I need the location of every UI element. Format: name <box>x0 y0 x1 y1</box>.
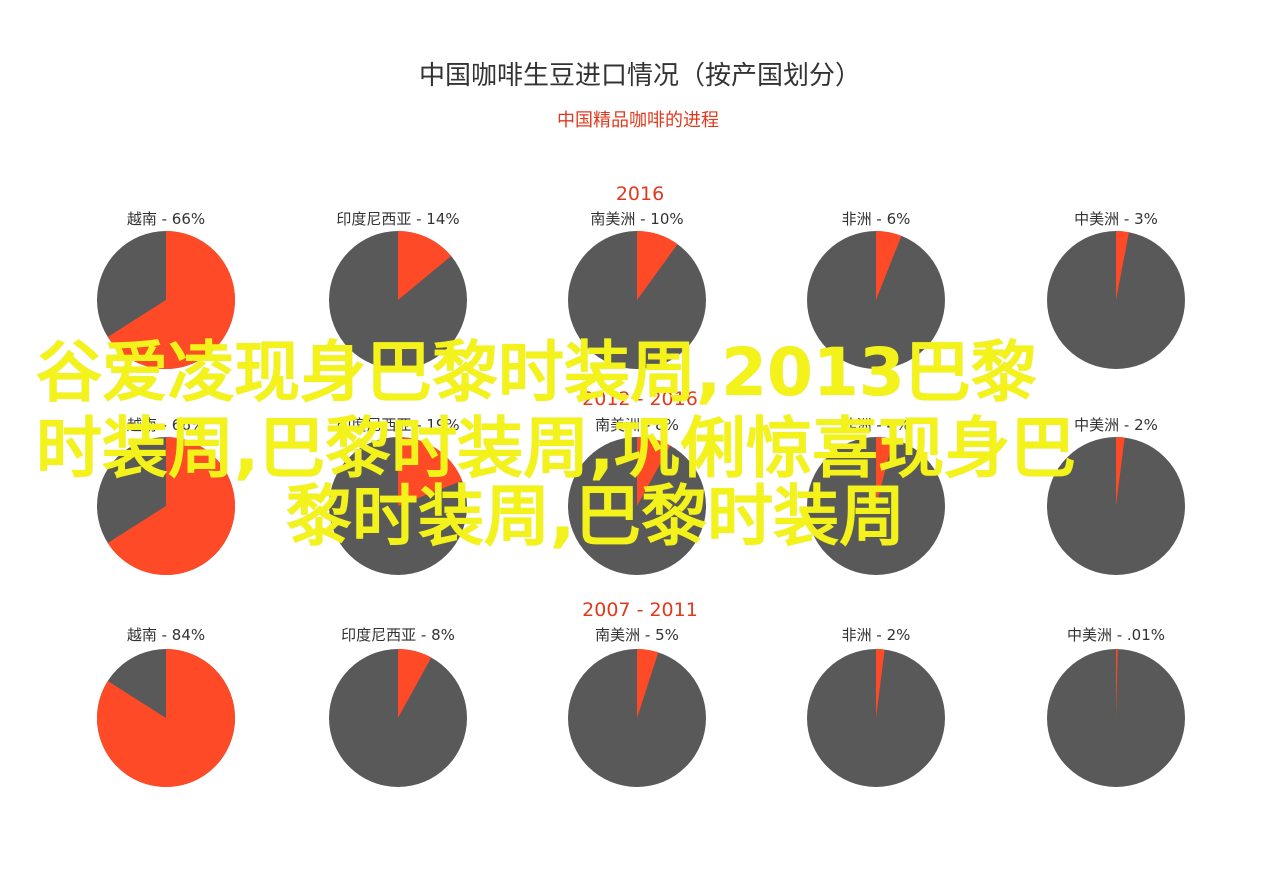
pie-label: 中美洲 - .01% <box>1067 626 1165 644</box>
pie-slice-share <box>637 436 671 506</box>
pie-label: 印度尼西亚 - 8% <box>341 626 455 644</box>
period-label: 2016 <box>616 183 664 205</box>
pie-label: 越南 - 66% <box>127 416 205 434</box>
pie-label: 越南 - 66% <box>127 210 205 228</box>
pie-slice-share <box>107 231 235 369</box>
pie-slice-share <box>107 437 235 575</box>
pie-label: 越南 - 84% <box>127 626 205 644</box>
pie-label: 中美洲 - 3% <box>1074 210 1158 228</box>
pie-slice-share <box>637 649 659 718</box>
pie-slice-share <box>1116 231 1129 300</box>
pie-label: 南美洲 - 10% <box>590 210 683 228</box>
pie-label: 印度尼西亚 - 19% <box>336 416 459 434</box>
pie-label: 印度尼西亚 - 14% <box>336 210 459 228</box>
pie-slice-share <box>96 649 235 787</box>
pie-slice-share <box>398 437 463 506</box>
pie-label: 南美洲 - 5% <box>595 626 679 644</box>
pie-slice-share <box>398 231 452 300</box>
period-label: 2012 - 2016 <box>582 388 698 410</box>
chart-title: 中国咖啡生豆进口情况（按产国划分） <box>419 61 861 91</box>
pie-slice-share <box>1116 436 1125 506</box>
pie-label: 中美洲 - 2% <box>1074 416 1158 434</box>
pie-slice-share <box>637 231 678 300</box>
pie-slice-share <box>876 231 902 300</box>
pie-slice-share <box>1116 648 1118 718</box>
chart-subtitle: 中国精品咖啡的进程 <box>557 110 719 131</box>
pie-slice-share <box>876 437 894 506</box>
pie-slice-share <box>398 649 432 718</box>
pie-label: 非洲 - 4% <box>842 416 911 434</box>
pie-label: 非洲 - 2% <box>842 626 911 644</box>
pie-slice-share <box>876 649 885 718</box>
period-label: 2007 - 2011 <box>582 599 698 621</box>
pie-label: 南美洲 - 8% <box>595 416 679 434</box>
pies-layer: 2016 越南 - 66% 印度尼西亚 - 14% 南美洲 - 10% 非洲 - 6% 中… <box>96 183 1185 787</box>
pie-label: 非洲 - 6% <box>842 210 911 228</box>
